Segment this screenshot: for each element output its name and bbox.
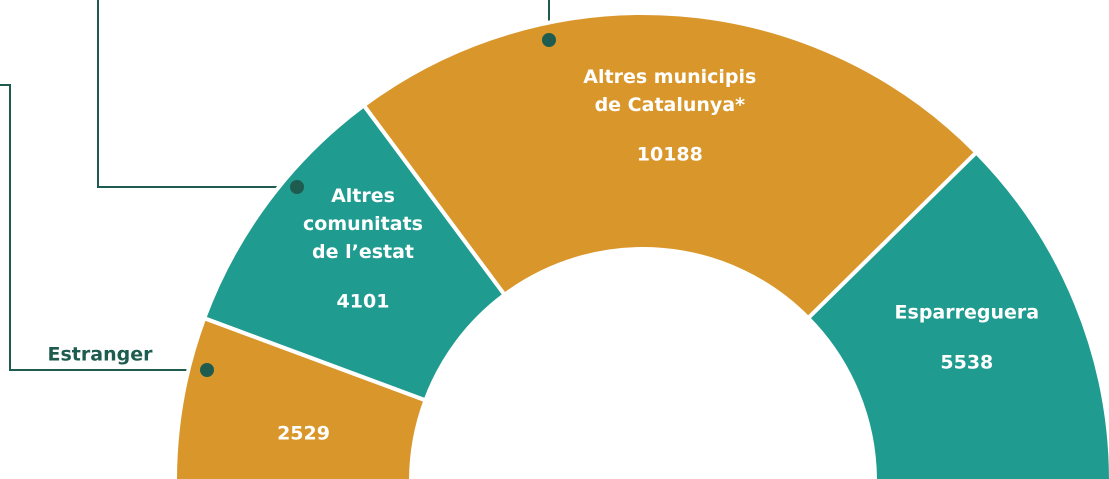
value-label: 4101 [337, 290, 390, 312]
value-label: 5538 [940, 352, 993, 374]
segment [361, 11, 980, 321]
segment [805, 149, 1109, 479]
value-label: 2529 [277, 423, 330, 445]
segments [173, 11, 1109, 479]
labels: Estranger 2529 Altres comunitats de l’estat 4… [48, 66, 1040, 445]
value-label: 10188 [637, 144, 703, 166]
leader-dot [200, 363, 214, 377]
category-label: Altres municipis de Catalunya* [583, 66, 756, 116]
leader-dot [542, 33, 556, 47]
category-label: Altres comunitats de l’estat [303, 184, 423, 262]
leader-line [97, 0, 297, 188]
category-label: Esparreguera [895, 302, 1040, 324]
category-label: Estranger [48, 344, 154, 366]
leader-dots [200, 33, 556, 377]
leader-line [0, 84, 207, 371]
leader-dot [290, 180, 304, 194]
